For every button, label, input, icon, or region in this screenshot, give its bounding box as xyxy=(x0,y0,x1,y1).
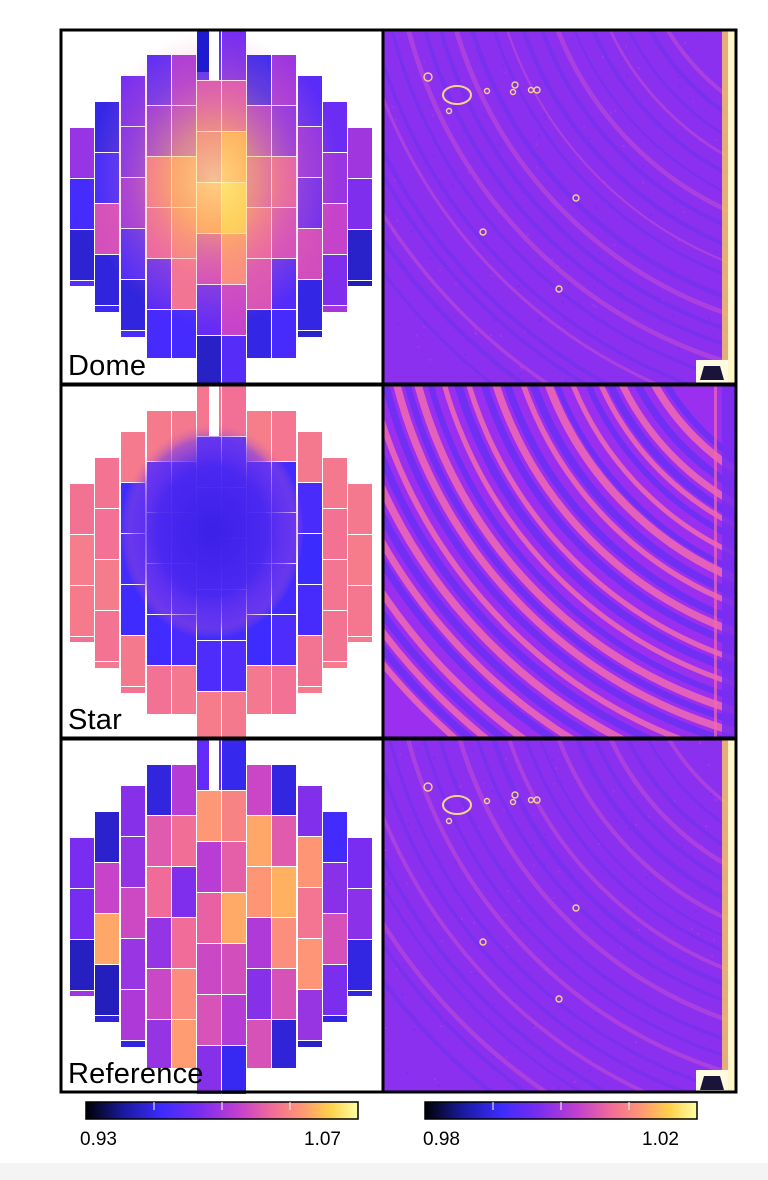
reference-focal-plane-map xyxy=(70,740,372,1094)
star-focal-plane-map xyxy=(70,386,372,740)
colorbar-right-min-label: 0.98 xyxy=(423,1129,460,1150)
colorbar-left-max-label: 1.07 xyxy=(304,1129,341,1150)
panel-frames xyxy=(59,28,738,1094)
dome-focal-plane-map xyxy=(70,30,372,384)
colorbar-right-max-label: 1.02 xyxy=(642,1129,679,1150)
colorbar-left xyxy=(85,1101,359,1120)
row-label-star: Star xyxy=(68,704,122,736)
row-label-dome: Dome xyxy=(68,350,147,382)
reference-ccd-image xyxy=(384,740,736,1092)
footer-strip xyxy=(0,1163,768,1180)
colorbar-left-min-label: 0.93 xyxy=(80,1129,117,1150)
colorbar-right xyxy=(424,1101,698,1120)
star-ccd-image xyxy=(384,386,736,738)
row-label-reference: Reference xyxy=(68,1058,204,1090)
dome-ccd-image xyxy=(384,30,736,384)
